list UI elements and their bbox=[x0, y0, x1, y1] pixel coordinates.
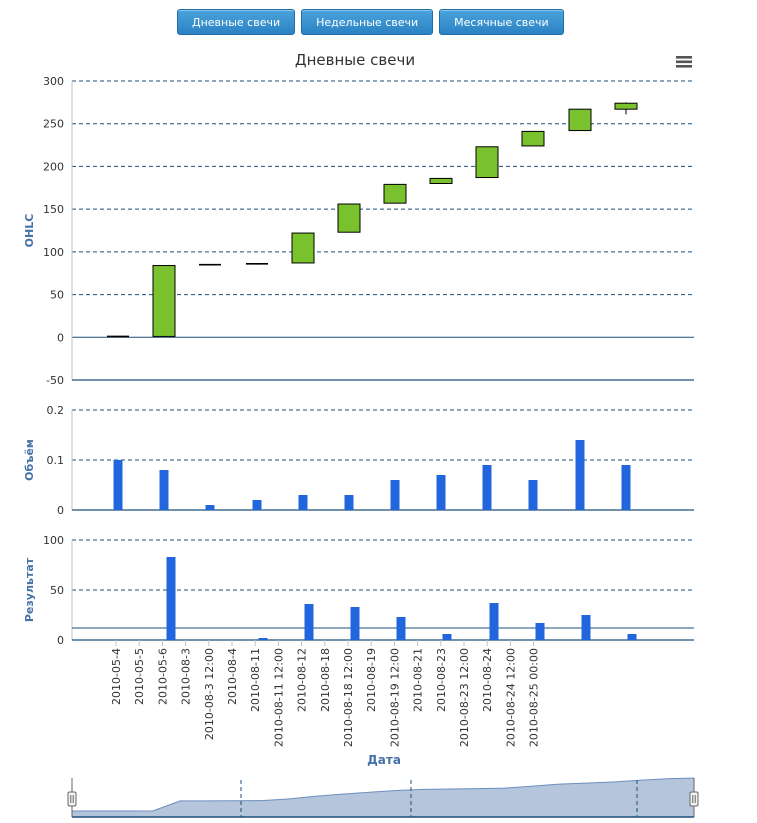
navigator-line bbox=[72, 777, 695, 812]
navigator-right-handle[interactable] bbox=[689, 791, 699, 807]
result-bar bbox=[396, 617, 406, 640]
y-tick-label: 0.1 bbox=[47, 454, 65, 467]
y-tick-label: 50 bbox=[50, 289, 64, 302]
volume-bar bbox=[390, 480, 400, 510]
y-tick-label: 0 bbox=[57, 331, 64, 344]
x-tick-label: 2010-05-6 bbox=[156, 648, 169, 705]
x-tick-label: 2010-08-12 bbox=[296, 648, 309, 712]
candle bbox=[291, 232, 315, 264]
navigator-area bbox=[72, 778, 694, 817]
x-tick-label: 2010-08-4 bbox=[226, 648, 239, 705]
y-tick-label: 200 bbox=[43, 160, 64, 173]
chart-title: Дневные свечи bbox=[295, 51, 415, 69]
volume-bar bbox=[528, 480, 538, 510]
result-bar bbox=[350, 607, 360, 640]
result-bar bbox=[442, 634, 452, 640]
result-bar bbox=[535, 623, 545, 640]
x-tick-label: 2010-08-3 bbox=[180, 648, 193, 705]
ohlc-pane: -50 0 50 100 150 200 250 300 OHLC bbox=[23, 75, 694, 387]
volume-bar bbox=[205, 505, 215, 510]
menu-icon[interactable] bbox=[676, 56, 692, 68]
result-bar bbox=[258, 638, 268, 640]
volume-bar bbox=[344, 495, 354, 510]
y-tick-label: 100 bbox=[43, 246, 64, 259]
candle bbox=[337, 203, 361, 233]
x-tick-label: 2010-05-5 bbox=[133, 648, 146, 705]
volume-bar bbox=[436, 475, 446, 510]
volume-bar bbox=[252, 500, 262, 510]
x-tick-label: 2010-08-24 bbox=[481, 648, 494, 712]
x-tick-label: 2010-08-11 12:00 bbox=[272, 648, 285, 747]
volume-bar bbox=[159, 470, 169, 510]
result-pane: 0 50 100 Результат bbox=[23, 534, 694, 647]
candle bbox=[568, 108, 592, 132]
x-tick-label: 2010-08-21 bbox=[412, 648, 425, 712]
x-tick-label: 2010-08-19 12:00 bbox=[388, 648, 401, 747]
volume-bar bbox=[113, 460, 123, 510]
x-tick-label: 2010-08-18 12:00 bbox=[342, 648, 355, 747]
volume-pane: 0 0.1 0.2 Объём bbox=[23, 404, 694, 517]
result-bar bbox=[304, 604, 314, 640]
y-tick-label: 0 bbox=[57, 504, 64, 517]
ohlc-axis-title: OHLC bbox=[23, 214, 36, 248]
x-tick-label: 2010-08-18 bbox=[319, 648, 332, 712]
candle bbox=[383, 183, 407, 204]
x-tick-label: 2010-08-25 00:00 bbox=[528, 648, 541, 747]
result-bar bbox=[489, 603, 499, 640]
volume-bar bbox=[575, 440, 585, 510]
x-axis-title: Дата bbox=[367, 753, 401, 767]
y-tick-label: 150 bbox=[43, 203, 64, 216]
result-bar bbox=[627, 634, 637, 640]
x-tick-label: 2010-05-4 bbox=[110, 648, 123, 705]
x-tick-label: 2010-08-19 bbox=[365, 648, 378, 712]
period-button-group: Дневные свечи Недельные свечи Месячные с… bbox=[177, 9, 564, 35]
y-tick-label: 250 bbox=[43, 118, 64, 131]
y-tick-label: -50 bbox=[46, 374, 64, 387]
candle bbox=[614, 102, 638, 110]
volume-bar bbox=[482, 465, 492, 510]
y-tick-label: 0.2 bbox=[47, 404, 65, 417]
candle bbox=[521, 130, 545, 147]
navigator[interactable] bbox=[67, 777, 699, 818]
volume-bar bbox=[298, 495, 308, 510]
volume-bar bbox=[621, 465, 631, 510]
y-tick-label: 50 bbox=[50, 584, 64, 597]
x-axis: 2010-05-4 2010-05-5 2010-05-6 2010-08-3 2010… bbox=[110, 640, 541, 747]
candle bbox=[475, 146, 499, 179]
x-tick-label: 2010-08-11 bbox=[249, 648, 262, 712]
candle bbox=[429, 177, 453, 185]
result-bar bbox=[581, 615, 591, 640]
x-tick-label: 2010-08-24 12:00 bbox=[504, 648, 517, 747]
candle bbox=[152, 265, 176, 337]
y-tick-label: 300 bbox=[43, 75, 64, 88]
y-tick-label: 100 bbox=[43, 534, 64, 547]
y-tick-label: 0 bbox=[57, 634, 64, 647]
monthly-candles-button[interactable]: Месячные свечи bbox=[439, 9, 564, 35]
navigator-left-handle[interactable] bbox=[67, 791, 77, 807]
daily-candles-button[interactable]: Дневные свечи bbox=[177, 9, 296, 35]
result-axis-title: Результат bbox=[23, 557, 36, 622]
weekly-candles-button[interactable]: Недельные свечи bbox=[301, 9, 434, 35]
x-tick-label: 2010-08-3 12:00 bbox=[203, 648, 216, 740]
result-bar bbox=[166, 557, 176, 640]
x-tick-label: 2010-08-23 12:00 bbox=[458, 648, 471, 747]
volume-axis-title: Объём bbox=[23, 439, 36, 481]
x-tick-label: 2010-08-23 bbox=[435, 648, 448, 712]
